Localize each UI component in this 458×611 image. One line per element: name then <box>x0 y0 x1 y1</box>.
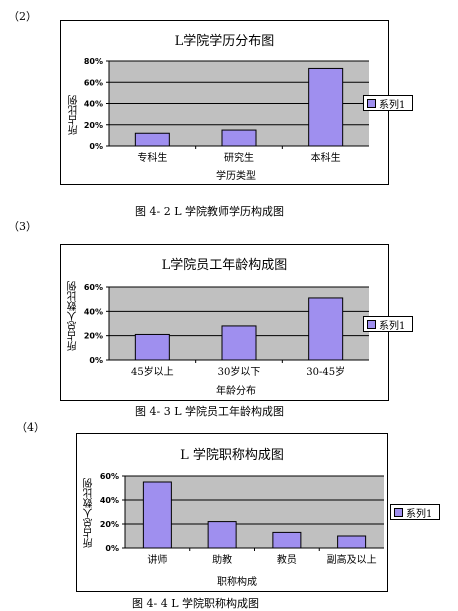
y-tick-label: 40% <box>84 307 103 316</box>
legend-label: 系列1 <box>379 320 406 332</box>
chart-plot: 0% 20% 40% 60% 45岁以上 30岁以下 30-45岁 <box>84 283 369 378</box>
x-axis-label: 职称构成 <box>217 577 257 588</box>
y-tick-label: 0% <box>89 142 103 151</box>
bar <box>272 531 302 549</box>
bar <box>308 67 344 147</box>
legend-swatch <box>394 507 403 517</box>
legend-swatch <box>367 98 376 108</box>
legend-swatch <box>367 319 376 329</box>
legend-label: 系列1 <box>406 508 433 520</box>
chart-title-rank: L 学院职称构成图 所占总人数比例 0% 20% 40% 60% 讲师 助教 教员 副高及以上… <box>76 433 388 592</box>
chart-plot: 0% 20% 40% 60% 讲师 助教 教员 副高及以上 <box>100 472 384 566</box>
bar <box>142 481 172 549</box>
figure-caption: 图 4- 4 L 学院职称构成图 <box>132 597 260 610</box>
legend: 系列1 <box>363 95 413 111</box>
y-tick-label: 40% <box>100 496 119 505</box>
x-axis-label: 年龄分布 <box>216 386 256 397</box>
figure-caption: 图 4- 3 L 学院员工年龄构成图 <box>135 405 285 418</box>
x-tick-label: 助教 <box>212 553 232 566</box>
chart-plot: 0% 20% 40% 60% 80% 专科生 研究生 本科生 <box>84 57 369 164</box>
y-tick-label: 20% <box>100 520 119 529</box>
x-tick-label: 讲师 <box>147 553 167 566</box>
figure-caption: 图 4- 2 L 学院教师学历构成图 <box>135 205 285 218</box>
x-tick-label: 研究生 <box>224 151 254 164</box>
legend: 系列1 <box>363 316 413 332</box>
x-tick-label: 专科生 <box>137 151 167 164</box>
section-number-3: （3） <box>8 220 37 233</box>
chart-age: L学院员工年龄构成图 所占总人数比例 0% 20% 40% 60% 45岁以上 30岁以下… <box>60 244 389 401</box>
x-tick-label: 本科生 <box>311 151 341 164</box>
bar <box>134 333 170 361</box>
legend-label: 系列1 <box>379 99 406 111</box>
bar <box>134 132 170 147</box>
y-tick-label: 0% <box>89 356 103 365</box>
bar <box>221 325 257 361</box>
chart-title: L学院学历分布图 <box>174 34 275 49</box>
y-tick-label: 40% <box>84 100 103 109</box>
section-number-2: （2） <box>8 10 37 23</box>
y-tick-label: 20% <box>84 332 103 341</box>
bar <box>207 521 237 549</box>
y-tick-label: 60% <box>84 283 103 292</box>
x-tick-label: 45岁以上 <box>131 365 174 378</box>
y-tick-label: 20% <box>84 121 103 130</box>
chart-title: L 学院职称构成图 <box>180 448 284 463</box>
x-tick-label: 30岁以下 <box>218 365 261 378</box>
y-tick-label: 60% <box>100 472 119 481</box>
chart-education: L学院学历分布图 所占比例 0% 20% 40% 60% 80% 专科生 研究生 本科生 学历… <box>60 20 389 185</box>
section-number-4: （4） <box>16 421 45 434</box>
x-tick-label: 教员 <box>277 553 297 566</box>
x-tick-label: 30-45岁 <box>306 365 345 378</box>
bar <box>308 297 344 361</box>
bar <box>337 535 367 549</box>
bar <box>221 129 257 147</box>
chart-title: L学院员工年龄构成图 <box>161 258 288 273</box>
y-tick-label: 60% <box>84 78 103 87</box>
y-tick-label: 80% <box>84 57 103 66</box>
x-tick-label: 副高及以上 <box>327 553 377 566</box>
x-axis-label: 学历类型 <box>216 171 256 182</box>
y-tick-label: 0% <box>105 544 119 553</box>
legend: 系列1 <box>390 504 440 520</box>
